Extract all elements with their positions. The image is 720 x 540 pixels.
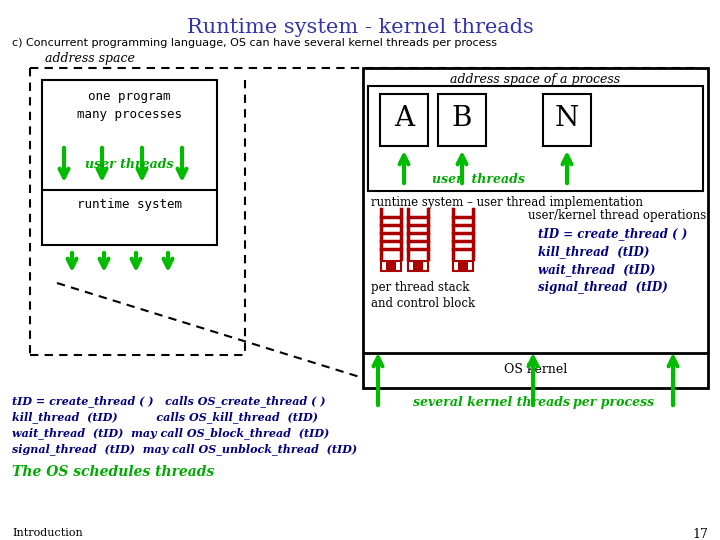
Text: signal_thread  (tID): signal_thread (tID) (538, 281, 667, 294)
FancyBboxPatch shape (381, 261, 401, 271)
Text: Introduction: Introduction (12, 528, 83, 538)
FancyBboxPatch shape (543, 94, 591, 146)
Text: user threads: user threads (85, 158, 174, 171)
Text: tID = create_thread ( )   calls OS_create_thread ( ): tID = create_thread ( ) calls OS_create_… (12, 395, 325, 407)
Text: wait_thread  (tID): wait_thread (tID) (538, 263, 655, 276)
FancyBboxPatch shape (413, 261, 423, 271)
Text: 17: 17 (692, 528, 708, 540)
Text: A: A (394, 105, 414, 132)
FancyBboxPatch shape (438, 94, 486, 146)
Text: several kernel threads: several kernel threads (413, 396, 570, 409)
Text: many processes: many processes (77, 108, 182, 121)
FancyBboxPatch shape (368, 86, 703, 191)
Text: runtime system: runtime system (77, 198, 182, 211)
FancyBboxPatch shape (42, 80, 217, 245)
Text: per process: per process (573, 396, 654, 409)
Text: The OS schedules threads: The OS schedules threads (12, 465, 215, 479)
Text: tID = create_thread ( ): tID = create_thread ( ) (538, 227, 688, 240)
Text: address space: address space (45, 52, 135, 65)
Text: Runtime system - kernel threads: Runtime system - kernel threads (186, 18, 534, 37)
Text: B: B (451, 105, 472, 132)
Text: user  threads: user threads (431, 173, 524, 186)
FancyBboxPatch shape (408, 261, 428, 271)
Text: kill_thread  (tID)          calls OS_kill_thread  (tID): kill_thread (tID) calls OS_kill_thread (… (12, 411, 318, 423)
Text: wait_thread  (tID)  may call OS_block_thread  (tID): wait_thread (tID) may call OS_block_thre… (12, 427, 329, 439)
Text: N: N (555, 105, 579, 132)
Text: OS kernel: OS kernel (504, 363, 567, 376)
Text: one program: one program (89, 90, 171, 103)
Text: and control block: and control block (371, 297, 475, 310)
FancyBboxPatch shape (386, 261, 396, 271)
Text: per thread stack: per thread stack (371, 281, 469, 294)
FancyBboxPatch shape (363, 68, 708, 388)
Text: runtime system – user thread implementation: runtime system – user thread implementat… (371, 196, 643, 209)
Text: address space of a process: address space of a process (451, 73, 621, 86)
Text: c) Concurrent programming language, OS can have several kernel threads per proce: c) Concurrent programming language, OS c… (12, 38, 497, 48)
Text: user/kernel thread operations: user/kernel thread operations (528, 209, 706, 222)
Text: kill_thread  (tID): kill_thread (tID) (538, 245, 649, 258)
Text: signal_thread  (tID)  may call OS_unblock_thread  (tID): signal_thread (tID) may call OS_unblock_… (12, 443, 357, 455)
FancyBboxPatch shape (458, 261, 468, 271)
FancyBboxPatch shape (453, 261, 473, 271)
FancyBboxPatch shape (380, 94, 428, 146)
